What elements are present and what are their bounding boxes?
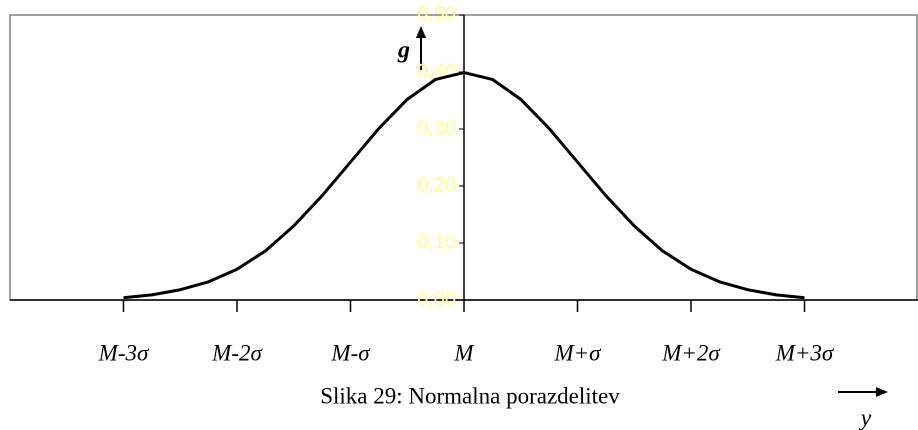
y-arrow-head (416, 26, 426, 38)
x-tick-label: M+σ (553, 340, 602, 365)
curve (123, 71, 805, 300)
y-tick-label: 0,00 (417, 288, 456, 310)
x-tick-label: M+3σ (775, 340, 835, 365)
x-tick-label: M (453, 340, 475, 365)
y-axis-label: g (397, 38, 410, 64)
x-tick-label: M-2σ (211, 340, 263, 365)
y-tick-label: 0,30 (417, 117, 456, 139)
x-axis-label: y (859, 406, 872, 430)
x-tick-label: M+2σ (661, 340, 721, 365)
y-tick-label: 0,20 (417, 174, 456, 196)
caption: Slika 29: Normalna porazdelitev (320, 383, 620, 408)
x-tick-label: M-3σ (98, 340, 150, 365)
x-arrow-head (876, 387, 888, 397)
x-tick-label: M-σ (330, 340, 371, 365)
y-tick-label: 0,50 (417, 3, 456, 25)
y-tick-label: 0,10 (417, 231, 456, 253)
